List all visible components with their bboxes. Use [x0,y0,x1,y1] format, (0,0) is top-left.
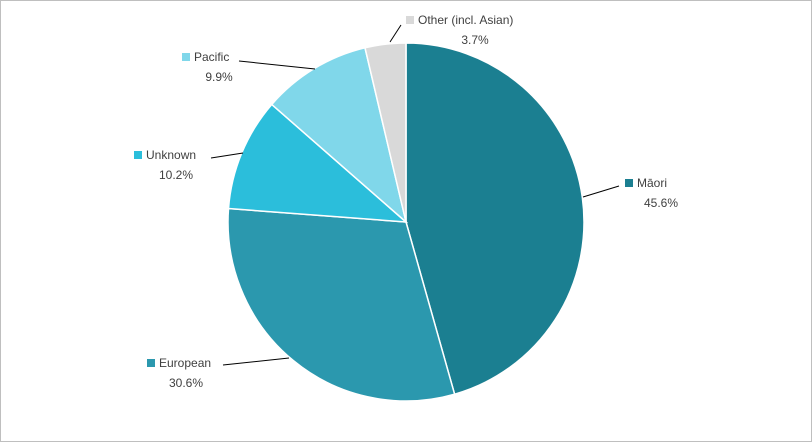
leader-line-unknown [210,152,244,159]
slice-label-unknown: Unknown [146,148,196,162]
slice-label-european: European [159,356,211,370]
leader-line-european [222,357,290,366]
legend-marker-unknown [134,151,142,159]
legend-marker-pacific [182,53,190,61]
slice-value-european: 30.6% [169,376,203,390]
pie-slice-m-ori [405,42,585,396]
legend-marker-m-ori [625,179,633,187]
legend-marker-european [147,359,155,367]
slice-value-other-incl-asian: 3.7% [461,33,489,47]
pie-slice-other-incl-asian [364,42,407,223]
slice-label-pacific: Pacific [194,50,229,64]
slice-label-m-ori: Māori [637,176,667,190]
leader-line-pacific [238,60,316,70]
leader-line-m-ori [582,185,620,198]
slice-label-other-incl-asian: Other (incl. Asian) [418,13,513,27]
slice-value-unknown: 10.2% [159,168,193,182]
slice-value-m-ori: 45.6% [644,196,678,210]
slice-value-pacific: 9.9% [205,70,233,84]
pie-slice-european [227,207,456,402]
leader-line-other-incl-asian [389,24,402,43]
legend-marker-other-incl-asian [406,16,414,24]
